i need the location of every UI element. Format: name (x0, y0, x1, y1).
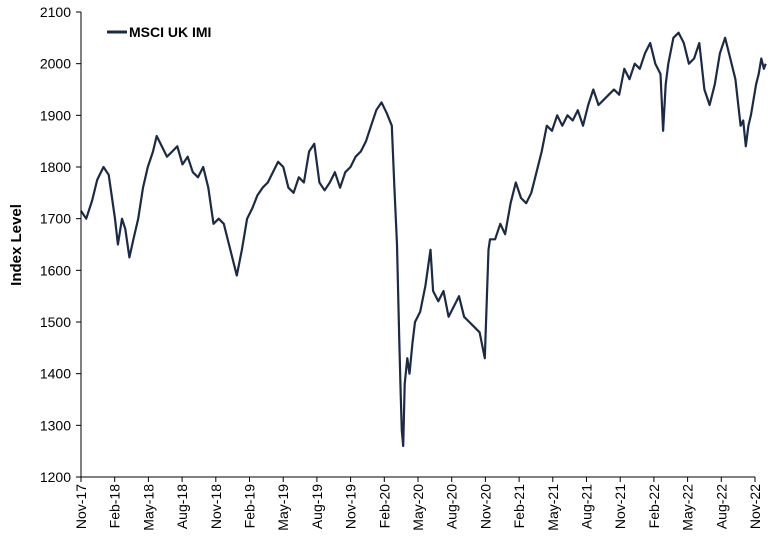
y-tick-label: 2100 (40, 4, 71, 20)
x-tick-label: May-21 (545, 484, 561, 531)
x-tick-label: May-20 (410, 484, 426, 531)
x-tick-label: Aug-21 (579, 484, 595, 529)
x-tick-label: Aug-19 (309, 484, 325, 529)
y-tick-label: 1600 (40, 262, 71, 278)
x-tick-label: Feb-18 (107, 484, 123, 529)
y-tick-label: 1800 (40, 159, 71, 175)
y-tick-label: 1200 (40, 469, 71, 485)
y-tick-label: 1400 (40, 366, 71, 382)
x-tick-label: Nov-20 (477, 484, 493, 529)
x-tick-label: Nov-17 (73, 484, 89, 529)
x-tick-label: Nov-19 (343, 484, 359, 529)
series-layer (80, 31, 767, 448)
x-tick-label: May-22 (680, 484, 696, 531)
x-tick-label: Feb-19 (242, 484, 258, 529)
y-tick-label: 2000 (40, 56, 71, 72)
y-tick-label: 1700 (40, 211, 71, 227)
y-tick-label: 1900 (40, 107, 71, 123)
x-tick-label: Nov-22 (747, 484, 763, 529)
x-tick-label: Feb-21 (511, 484, 527, 529)
x-tick-label: May-19 (275, 484, 291, 531)
x-tick-label: Aug-20 (444, 484, 460, 529)
x-tick-label: Nov-18 (208, 484, 224, 529)
legend-label: MSCI UK IMI (129, 24, 211, 40)
y-axis-title: Index Level (8, 204, 25, 286)
legend: MSCI UK IMI (107, 24, 211, 40)
y-tick-label: 1500 (40, 314, 71, 330)
y-axis-ticks: 1200 1300 1400 1500 1600 1700 1800 1900 2000 2100 (40, 4, 81, 485)
x-tick-label: Nov-21 (612, 484, 628, 529)
x-tick-label: Aug-22 (713, 484, 729, 529)
x-tick-label: Feb-22 (646, 484, 662, 529)
x-tick-label: May-18 (140, 484, 156, 531)
series-line-0 (80, 31, 767, 448)
x-tick-label: Aug-18 (174, 484, 190, 529)
x-tick-label: Feb-20 (376, 484, 392, 529)
y-tick-label: 1300 (40, 417, 71, 433)
x-axis-ticks: Nov-17 Feb-18 May-18 Aug-18 Nov-18 Feb-19 May-… (73, 477, 763, 531)
